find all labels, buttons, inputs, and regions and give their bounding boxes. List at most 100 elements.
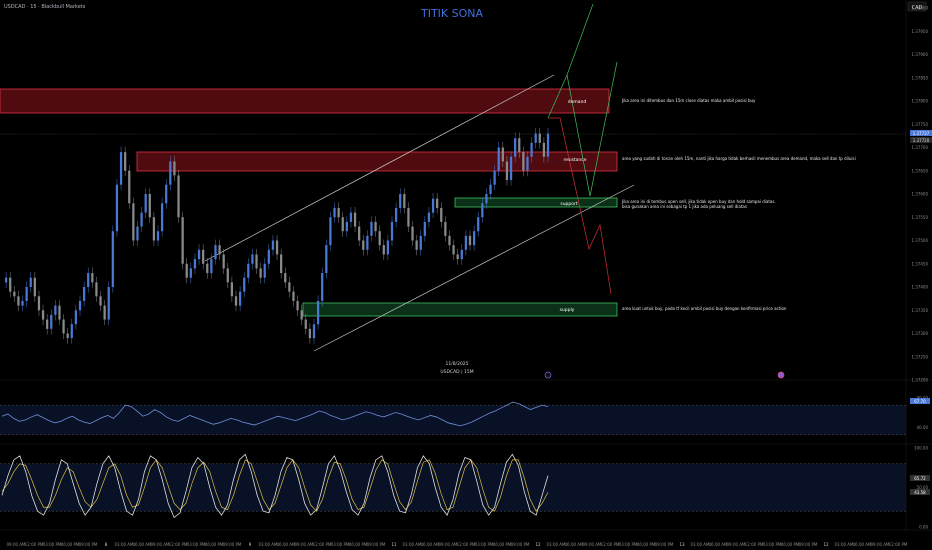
price-tick-label: 1.38000 [911,6,928,11]
candle [41,310,45,320]
candle [509,156,513,181]
candle [78,300,82,311]
stoch-d-tag [910,489,930,495]
candle [263,263,266,278]
candle [29,277,32,287]
time-tick-label: 09:00 PM [799,542,818,547]
demand-zone[interactable] [0,88,610,114]
rsi-tick-label: 40.00 [917,425,929,430]
candle [124,152,127,171]
candle [226,268,229,283]
time-tick-label: 09:00 AM [439,542,459,547]
time-tick-label: 06:00 PM [493,542,512,547]
candle [308,328,312,339]
candle [206,263,209,274]
candle [427,212,431,222]
support-zone[interactable] [454,197,618,208]
price-tick-label: 1.37950 [911,29,928,34]
rsi-axis: 80.00 40.00 [917,395,929,430]
stochastic-panel[interactable]: 100.00 50.00 0.00 65.72 43.58 [0,446,930,530]
candle [534,133,537,143]
candle [419,235,422,250]
candle [362,240,365,250]
time-tick-label: 09:00 PM [79,542,98,547]
candle [103,305,106,320]
candle [169,161,172,185]
candle [50,314,53,329]
time-tick-label: 12:00 PM [601,542,620,547]
candle [456,254,459,260]
time-tick-label: 06:00 AM [853,542,873,547]
candle [181,217,184,264]
candle [304,319,307,329]
candle [222,254,225,269]
rsi-panel[interactable]: 80.00 40.00 67.70 [0,395,930,435]
candle [526,156,529,171]
candle [165,184,168,204]
candle [189,268,192,278]
symbol-line: USDCAD · 15 · Blackbull Markets [4,4,86,10]
event-marker-icon[interactable] [544,371,552,379]
time-tick-label: 06:00 PM [781,542,800,547]
resistance-zone[interactable] [136,151,618,172]
price-tick-label: 1.37900 [911,52,928,57]
time-tick-label: 09:00 AM [151,542,171,547]
candle [271,240,275,250]
candle [66,333,69,339]
time-tick-label: 09:00 AM [295,542,315,547]
candle [415,240,418,250]
time-tick-label: 12:00 PM [25,542,44,547]
bull-projection-path-2[interactable] [566,61,618,197]
candle [4,277,8,283]
time-axis[interactable]: 09:00 AM 12:00 PM 03:00 PM 06:00 PM 09:00 PM… [7,542,908,547]
candle [370,221,373,236]
channel-upper-line[interactable] [204,74,555,262]
time-tick-label: 06:00 AM [277,542,297,547]
price-tick-label: 1.37200 [911,378,928,383]
candle [403,194,406,208]
candle [300,310,303,320]
candle [431,198,435,213]
time-tick-label: 03:00 PM [619,542,638,547]
price-tick-label: 1.37450 [911,261,928,266]
price-tick-label: 1.37850 [911,75,928,80]
economic-event-icon[interactable] [777,371,785,379]
candle [436,198,439,208]
candle [423,221,426,236]
candle [407,207,410,227]
candle [140,212,143,227]
time-tick-label: 06:00 AM [709,542,729,547]
candle [54,305,57,315]
price-tick-label: 1.37300 [911,331,928,336]
time-tick-label: 09:00 PM [511,542,530,547]
supply-note: area kuat untuk buy, pada tf kecil ambil… [622,306,787,311]
candle [374,221,377,232]
candle [230,282,234,297]
time-tick-label: 03:00 PM [187,542,206,547]
candle [152,217,156,241]
candle [111,231,114,287]
candle [538,133,541,143]
currency-badge[interactable] [907,1,927,12]
price-tick-label: 1.37800 [911,99,928,104]
candle [148,194,151,218]
time-tick-label: 09:00 AM [583,542,603,547]
bear-projection-path[interactable] [548,117,612,295]
candle [464,235,468,250]
price-tick-label: 1.37350 [911,308,928,313]
stoch-d-value: 43.58 [914,490,926,495]
time-tick-label: 03:00 PM [331,542,350,547]
time-tick-label: 03:00 AM [403,542,423,547]
resistance-label: resistance [563,157,586,163]
supply-zone[interactable] [302,302,618,317]
candle [132,203,135,241]
time-tick-label: 03:00 AM [691,542,711,547]
stochastic-tick-label: 0.00 [919,525,928,530]
candle [460,249,463,260]
time-tick-label: 12:00 PM [313,542,332,547]
candle [238,291,242,306]
price-axis[interactable]: 1.38000 1.37950 1.37900 1.37850 1.37800 1.377… [911,6,928,383]
time-tick-label: 06:00 PM [637,542,656,547]
supply-label: supply [560,307,575,313]
